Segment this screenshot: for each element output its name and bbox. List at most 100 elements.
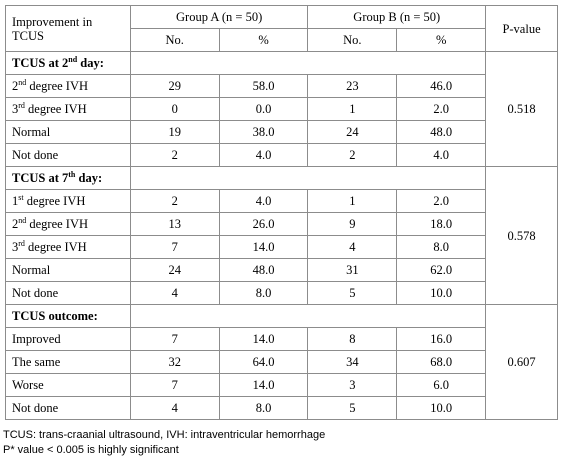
group-a-no-header: No. [129,28,220,52]
cell-b-pct: 10.0 [396,281,487,305]
cell-a-pct: 0.0 [218,97,309,121]
improvement-header: Improvement in TCUS [5,5,131,52]
section-title-row: TCUS outcome: 0.607 [5,304,558,420]
ordinal-suffix: rd [18,100,25,110]
cell-a-no: 4 [129,396,220,420]
row-label: 2nd degree IVH [5,212,131,236]
label-text-suffix: day: [77,56,104,70]
row-label-suffix: degree IVH [24,102,87,116]
cell-a-pct: 48.0 [218,258,309,282]
section-title: TCUS at 2nd day: [5,51,131,75]
cell-a-pct: 14.0 [218,327,309,351]
row-label-text: Normal [12,263,51,277]
group-a-header: Group A (n = 50) [129,5,309,29]
footnote-significance: P* value < 0.005 is highly significant [3,444,179,456]
table-row: Normal 24 48.0 31 62.0 [5,258,558,282]
cell-b-pct: 68.0 [396,350,487,374]
cell-b-no: 4 [307,235,398,259]
label-text: TCUS outcome: [12,309,98,323]
section-pvalue: 0.578 [485,166,558,305]
table-row: Normal 19 38.0 24 48.0 [5,120,558,144]
table-row: 2nd degree IVH 29 58.0 23 46.0 [5,74,558,98]
cell-b-pct: 2.0 [396,189,487,213]
section-pvalue: 0.607 [485,304,558,420]
section-title-spacer [129,304,487,328]
cell-b-pct: 4.0 [396,143,487,167]
cell-a-no: 2 [129,143,220,167]
ordinal-suffix: th [68,169,76,179]
row-label: Normal [5,258,131,282]
row-label: Not done [5,143,131,167]
table-row: 1st degree IVH 2 4.0 1 2.0 [5,189,558,213]
row-label-text: 2 [12,217,19,231]
cell-a-no: 0 [129,97,220,121]
table-row: Not done 4 8.0 5 10.0 [5,396,558,420]
cell-b-pct: 10.0 [396,396,487,420]
row-label: The same [5,350,131,374]
cell-b-no: 5 [307,281,398,305]
row-label-text: The same [12,355,61,369]
cell-b-pct: 2.0 [396,97,487,121]
cell-a-pct: 4.0 [218,189,309,213]
row-label-text: Not done [12,148,59,162]
cell-b-no: 34 [307,350,398,374]
cell-a-pct: 14.0 [218,373,309,397]
row-label-text: Not done [12,286,59,300]
ordinal-suffix: st [18,192,24,202]
row-label: Not done [5,281,131,305]
header-row-1: Improvement in TCUS Group A (n = 50) Gro… [5,5,558,52]
section-pvalue: 0.518 [485,51,558,167]
cell-a-no: 13 [129,212,220,236]
cell-b-no: 5 [307,396,398,420]
cell-a-pct: 8.0 [218,281,309,305]
row-label-text: 3 [12,102,19,116]
row-label-text: Normal [12,125,51,139]
group-b-pct-header: % [396,28,487,52]
table-row: The same 32 64.0 34 68.0 [5,350,558,374]
section-title: TCUS outcome: [5,304,131,328]
row-label: Normal [5,120,131,144]
cell-a-pct: 64.0 [218,350,309,374]
footnote-abbreviations: TCUS: trans-craanial ultrasound, IVH: in… [3,429,326,441]
section-title-spacer [129,166,487,190]
ordinal-suffix: nd [18,215,27,225]
table-row: Improved 7 14.0 8 16.0 [5,327,558,351]
cell-b-no: 24 [307,120,398,144]
cell-b-no: 23 [307,74,398,98]
ordinal-suffix: rd [18,238,25,248]
row-label: 2nd degree IVH [5,74,131,98]
cell-a-pct: 8.0 [218,396,309,420]
cell-b-pct: 8.0 [396,235,487,259]
label-text: TCUS at 2 [12,56,69,70]
cell-b-no: 1 [307,97,398,121]
ordinal-suffix: nd [68,54,78,64]
table-row: 3rd degree IVH 0 0.0 1 2.0 [5,97,558,121]
cell-a-pct: 38.0 [218,120,309,144]
cell-b-no: 1 [307,189,398,213]
cell-a-pct: 58.0 [218,74,309,98]
table-row: 3rd degree IVH 7 14.0 4 8.0 [5,235,558,259]
group-a-pct-header: % [218,28,309,52]
section-title-row: TCUS at 2nd day: 0.518 [5,51,558,167]
table-row: 2nd degree IVH 13 26.0 9 18.0 [5,212,558,236]
row-label-suffix: degree IVH [26,79,89,93]
cell-a-pct: 14.0 [218,235,309,259]
table-row: Not done 2 4.0 2 4.0 [5,143,558,167]
label-text-suffix: day: [75,171,103,185]
row-label-text: Worse [12,378,44,392]
cell-a-no: 7 [129,235,220,259]
row-label: Not done [5,396,131,420]
section-title-spacer [129,51,487,75]
cell-a-no: 24 [129,258,220,282]
row-label: Improved [5,327,131,351]
cell-b-no: 31 [307,258,398,282]
cell-a-no: 7 [129,327,220,351]
cell-a-pct: 4.0 [218,143,309,167]
cell-b-no: 3 [307,373,398,397]
row-label-text: 1 [12,194,19,208]
row-label: 3rd degree IVH [5,235,131,259]
ordinal-suffix: nd [18,77,27,87]
row-label-text: Not done [12,401,59,415]
row-label-text: 3 [12,240,19,254]
cell-b-no: 9 [307,212,398,236]
